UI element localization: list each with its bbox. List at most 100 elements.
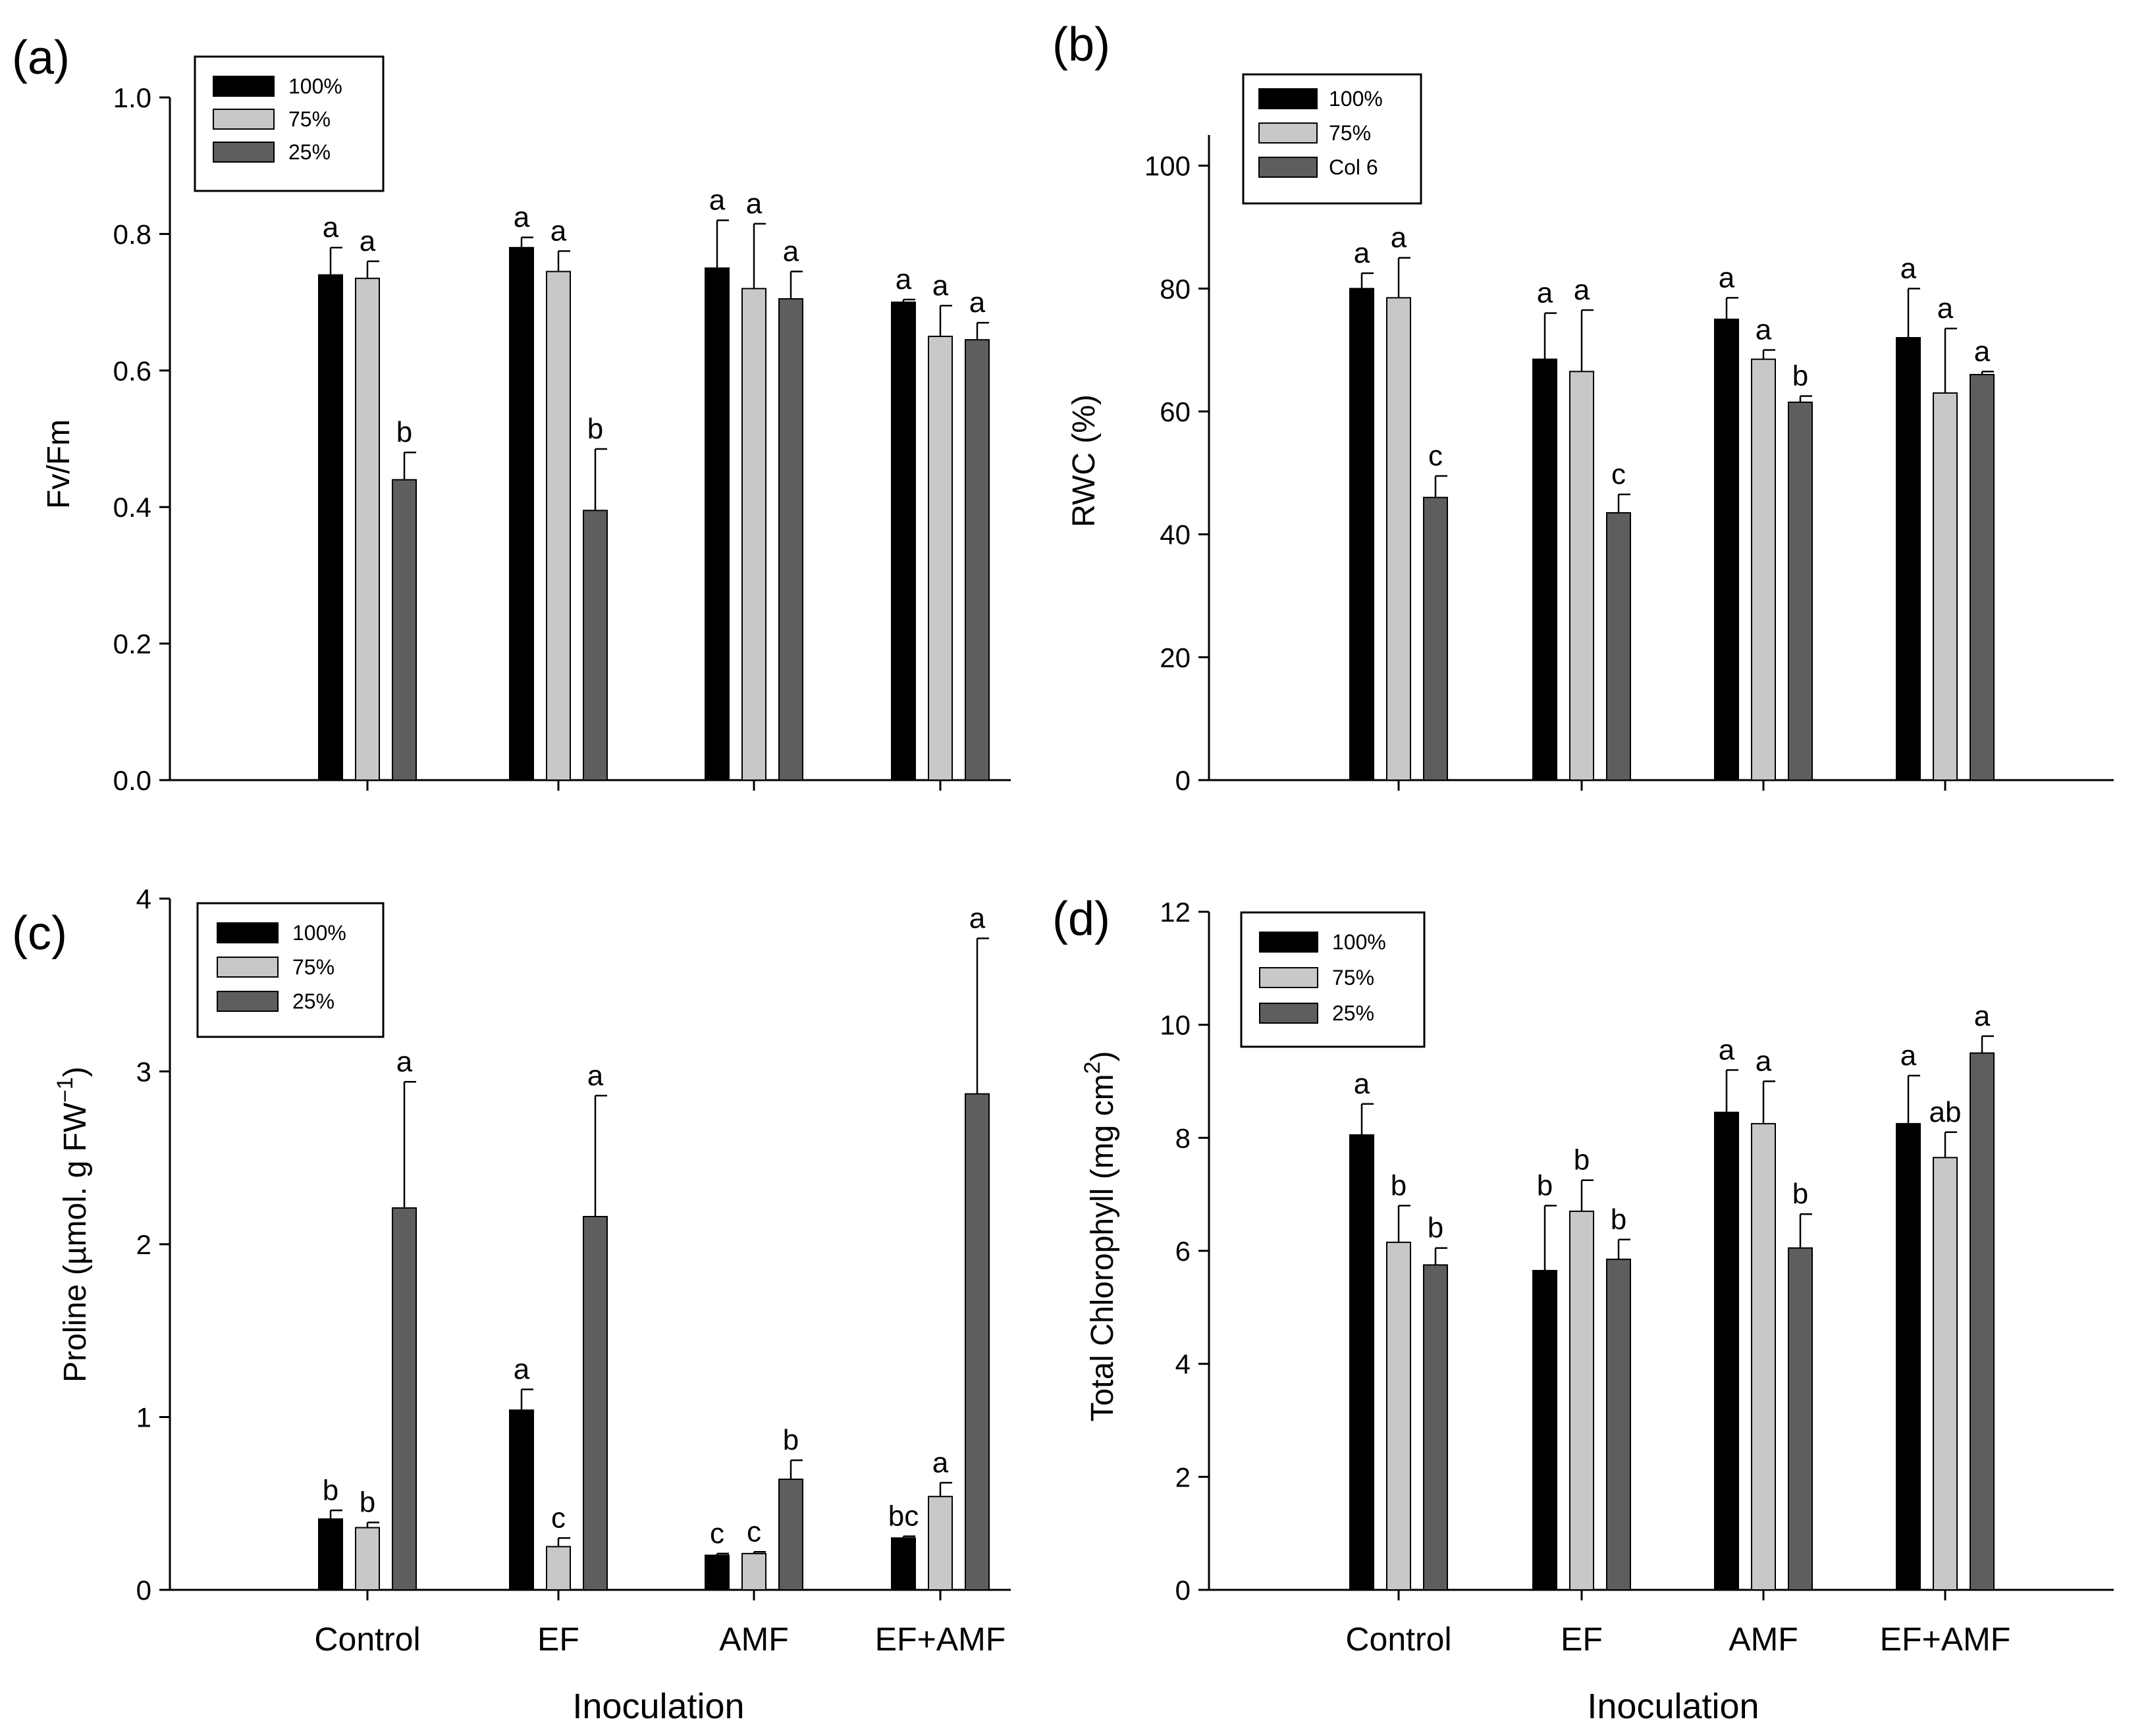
significance-letter: b — [1792, 360, 1808, 392]
significance-letter: a — [896, 263, 912, 296]
legend-swatch-25 — [1259, 1003, 1318, 1024]
x-tick-label-amf: AMF — [719, 1621, 789, 1658]
panel-c-ylabel-main: Proline (µmol. g FW — [58, 1102, 93, 1382]
bar-ef-amf-75 — [1933, 392, 1958, 781]
bar-amf-75 — [1751, 1122, 1776, 1591]
panel-d-ylabel-main: Total Chlorophyll (mg cm — [1085, 1074, 1120, 1421]
legend-label-75: 75% — [1329, 121, 1371, 145]
y-tick-label: 1 — [136, 1402, 151, 1433]
bar-ef-75 — [1569, 371, 1594, 781]
y-tick-label: 80 — [1160, 273, 1191, 304]
significance-letter: a — [396, 1045, 413, 1078]
legend-label-100: 100% — [1332, 930, 1386, 954]
panel-a-ylabel: Fv/Fm — [41, 419, 76, 509]
significance-letter: a — [1574, 274, 1590, 306]
y-tick-label: 2 — [136, 1229, 151, 1260]
bar-ef-amf-75 — [1933, 1157, 1958, 1591]
bar-ef-amf-25 — [965, 339, 990, 781]
y-tick-label: 0 — [1175, 1575, 1191, 1606]
panel-a-label: (a) — [12, 32, 70, 84]
bar-ef-amf-25 — [1970, 374, 1995, 781]
significance-letter: a — [783, 235, 799, 267]
significance-letter: a — [1391, 222, 1407, 254]
x-tick-label-ef-amf: EF+AMF — [1880, 1621, 2011, 1658]
significance-letter: a — [1719, 1034, 1735, 1066]
legend-label-75: 75% — [292, 955, 335, 979]
panel-d-ylabel: Total Chlorophyll (mg cm2) — [1080, 1051, 1120, 1421]
bar-ef-75 — [546, 1546, 571, 1591]
y-tick-label: 60 — [1160, 396, 1191, 427]
y-tick-label: 0 — [136, 1575, 151, 1606]
x-tick-label-ef: EF — [537, 1621, 579, 1658]
y-tick-label: 100 — [1144, 151, 1191, 182]
significance-letter: a — [587, 1059, 604, 1092]
legend-swatch-75 — [217, 957, 279, 978]
bar-amf-100 — [1714, 1111, 1739, 1591]
significance-letter: a — [1900, 1039, 1917, 1072]
y-tick-label: 12 — [1160, 897, 1191, 928]
bar-ef-100 — [1532, 1270, 1557, 1591]
panel-c-xlabel: Inoculation — [572, 1687, 744, 1726]
significance-letter: b — [1428, 1212, 1443, 1244]
panel-c-ylabel: Proline (µmol. g FW−1) — [53, 1066, 93, 1382]
significance-letter: a — [550, 215, 567, 247]
significance-letter: b — [1611, 1203, 1626, 1236]
significance-letter: a — [932, 1446, 949, 1479]
significance-letter: a — [514, 201, 530, 234]
x-tick-label-control: Control — [1345, 1621, 1451, 1658]
bar-control-25 — [1423, 1264, 1448, 1591]
y-tick-label: 3 — [136, 1057, 151, 1088]
bar-ef-amf-100 — [1896, 337, 1921, 781]
significance-letter: a — [1900, 252, 1917, 284]
y-tick-label: 6 — [1175, 1236, 1191, 1267]
bar-ef-amf-25 — [1970, 1052, 1995, 1591]
bar-control-75 — [355, 1527, 380, 1591]
panel-c-label: (c) — [12, 907, 67, 960]
bar-ef-75 — [546, 271, 571, 781]
significance-letter: b — [360, 1486, 375, 1519]
bar-ef-amf-100 — [1896, 1122, 1921, 1591]
y-tick-label: 1.0 — [113, 82, 151, 113]
bar-ef-75 — [1569, 1210, 1594, 1591]
bar-control-75 — [355, 277, 380, 781]
bar-ef-100 — [509, 247, 534, 781]
significance-letter: b — [1391, 1169, 1407, 1201]
significance-letter: a — [1974, 335, 1991, 367]
x-tick-label-control: Control — [314, 1621, 420, 1658]
significance-letter: b — [1537, 1169, 1553, 1201]
significance-letter: c — [1611, 458, 1626, 490]
significance-letter: a — [1756, 1045, 1772, 1078]
bar-control-75 — [1386, 297, 1411, 781]
legend-label-100: 100% — [292, 921, 346, 945]
bar-amf-25 — [778, 298, 803, 781]
panel-d-legend: 100% 75% 25% — [1240, 911, 1426, 1048]
significance-letter: a — [932, 269, 949, 302]
significance-letter: a — [1354, 1068, 1370, 1100]
y-tick-label: 40 — [1160, 519, 1191, 550]
y-tick-label: 2 — [1175, 1461, 1191, 1492]
significance-letter: a — [969, 902, 986, 934]
legend-swatch-100 — [217, 922, 279, 943]
significance-letter: a — [1537, 277, 1553, 309]
panel-c-ylabel-sup: −1 — [53, 1077, 78, 1103]
legend-label-75: 75% — [288, 107, 331, 131]
bar-ef-amf-100 — [891, 1537, 916, 1591]
significance-letter: a — [514, 1354, 530, 1386]
panel-d-label: (d) — [1052, 893, 1110, 945]
significance-letter: b — [1574, 1144, 1590, 1176]
significance-letter: a — [969, 286, 986, 319]
bar-control-25 — [392, 1207, 417, 1591]
legend-label-100: 100% — [1329, 87, 1383, 111]
legend-swatch-100 — [1259, 932, 1318, 953]
bar-ef-25 — [583, 510, 608, 781]
bar-ef-amf-75 — [928, 335, 953, 781]
x-tick-label-amf: AMF — [1729, 1621, 1798, 1658]
bar-control-100 — [318, 274, 343, 781]
panel-d-ylabel-end: ) — [1085, 1051, 1120, 1061]
panel-a-legend: 100% 75% 25% — [194, 55, 385, 192]
